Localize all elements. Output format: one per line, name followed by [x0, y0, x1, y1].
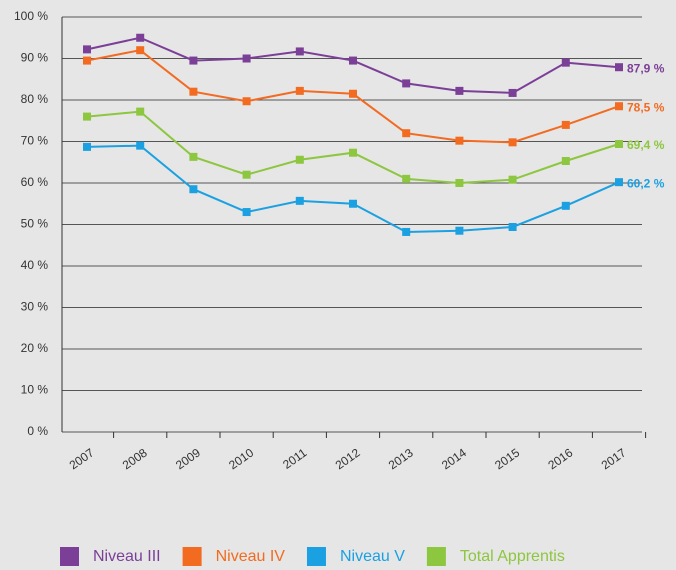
legend-label: Total Apprentis	[460, 548, 565, 565]
x-tick-label: 2017	[599, 445, 629, 472]
point	[189, 56, 198, 65]
y-tick-label: 20 %	[21, 341, 49, 355]
x-tick-label: 2016	[545, 445, 575, 472]
point	[83, 56, 91, 65]
point	[402, 79, 411, 88]
point	[561, 157, 570, 166]
x-tick-label: 2009	[173, 445, 203, 472]
legend-swatch	[306, 547, 326, 566]
point	[349, 56, 357, 65]
y-tick-label: 80 %	[21, 92, 49, 106]
series-line	[86, 36, 620, 94]
legend-swatch	[182, 547, 202, 566]
series-line	[86, 110, 620, 185]
point	[615, 102, 623, 111]
x-tick-label: 2010	[226, 445, 256, 472]
point	[615, 139, 623, 148]
point	[455, 179, 464, 187]
value-label: 69,4 %	[627, 138, 665, 152]
point	[136, 46, 145, 55]
y-tick-label: 100 %	[14, 9, 48, 23]
point	[455, 136, 464, 145]
point	[295, 196, 304, 205]
point	[136, 107, 145, 116]
point	[455, 86, 464, 95]
x-tick-label: 2011	[280, 445, 309, 471]
point	[402, 227, 411, 236]
x-tick-label: 2008	[120, 445, 150, 472]
y-tick-label: 0 %	[27, 424, 48, 438]
legend-swatch	[60, 547, 79, 566]
point	[189, 87, 198, 96]
value-label: 78,5 %	[627, 100, 665, 114]
series-line	[86, 144, 620, 233]
y-tick-label: 90 %	[21, 51, 49, 65]
value-label: 60,2 %	[627, 176, 665, 190]
x-tick-label: 2014	[439, 445, 469, 472]
point	[83, 112, 91, 121]
point	[455, 226, 464, 235]
point	[242, 208, 251, 217]
legend-swatch	[426, 547, 446, 566]
y-tick-label: 60 %	[21, 175, 49, 189]
y-tick-label: 70 %	[21, 134, 49, 148]
x-tick-label: 2013	[386, 445, 416, 472]
x-tick-label: 2015	[492, 445, 522, 472]
point	[83, 45, 91, 54]
point	[615, 63, 623, 72]
point	[508, 175, 517, 184]
point	[295, 86, 304, 95]
x-tick-label: 2012	[333, 445, 363, 472]
point	[561, 120, 570, 129]
x-tick-label: 2007	[67, 445, 97, 472]
point	[242, 97, 251, 106]
point	[402, 129, 411, 138]
point	[295, 155, 304, 164]
legend-label: Niveau III	[93, 548, 161, 565]
y-tick-label: 50 %	[21, 217, 49, 231]
point	[561, 58, 570, 67]
point	[242, 170, 251, 179]
legend-label: Niveau IV	[216, 548, 286, 565]
point	[561, 201, 570, 210]
value-label: 87,9 %	[627, 61, 665, 75]
point	[349, 148, 357, 157]
point	[508, 138, 517, 147]
legend-label: Niveau V	[340, 548, 405, 565]
y-tick-label: 10 %	[21, 383, 49, 397]
point	[349, 89, 357, 98]
point	[136, 33, 145, 42]
point	[349, 199, 357, 208]
point	[615, 178, 623, 187]
point	[402, 174, 411, 183]
point	[242, 54, 251, 63]
y-tick-label: 40 %	[21, 258, 49, 272]
point	[189, 152, 198, 161]
point	[189, 185, 198, 194]
point	[83, 142, 91, 151]
point	[136, 141, 145, 150]
point	[295, 47, 304, 56]
point	[508, 88, 517, 97]
point	[508, 222, 517, 231]
y-tick-label: 30 %	[21, 300, 49, 314]
